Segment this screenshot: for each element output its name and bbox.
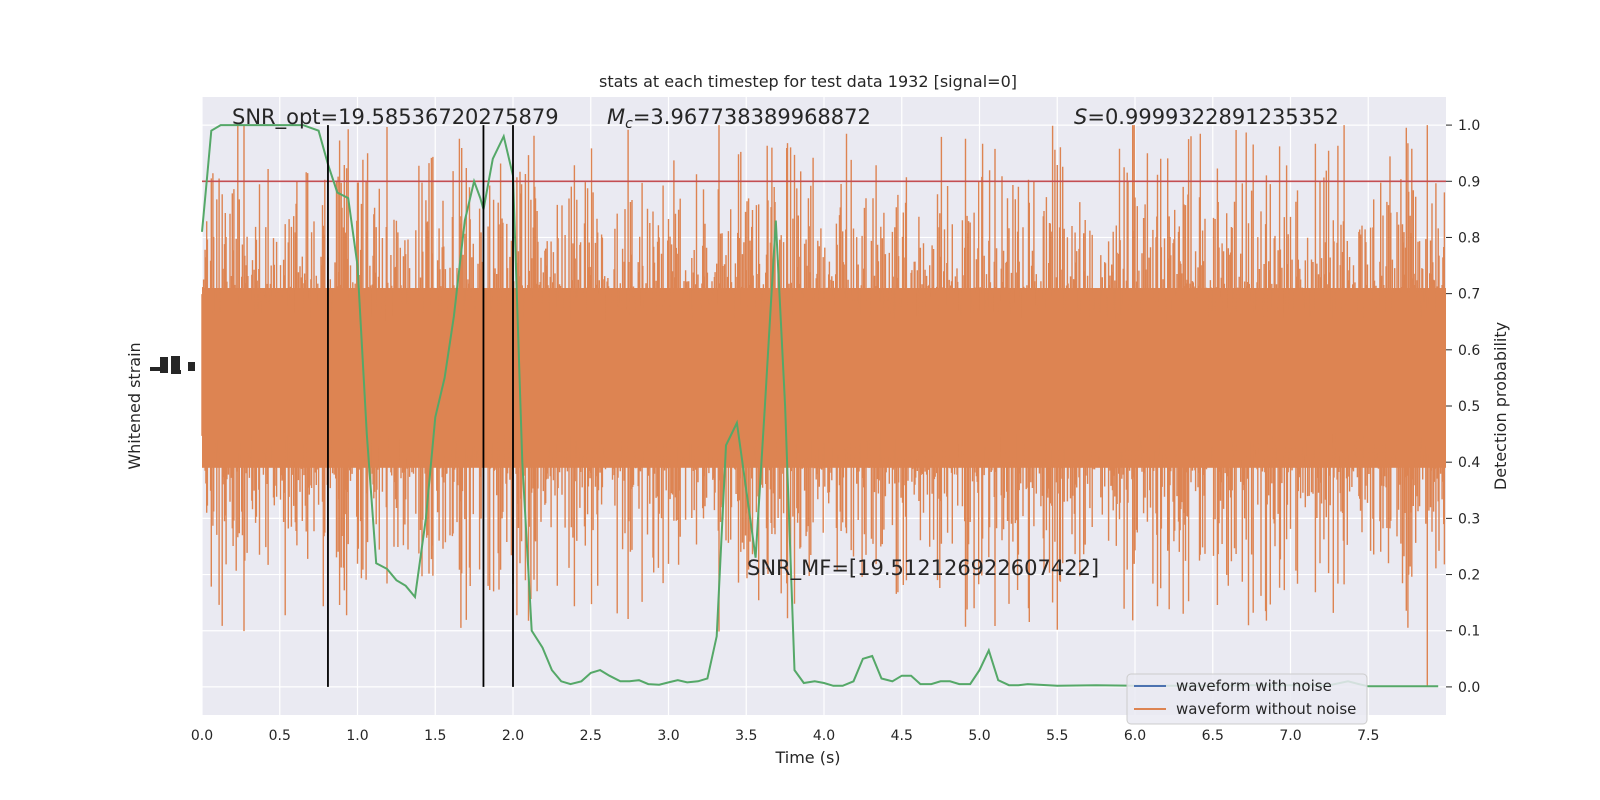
s-annotation: S=0.9999322891235352 [1074,105,1339,129]
x-tick-label: 4.5 [891,728,913,744]
y-tick-label: 0.0 [1458,680,1480,696]
y-tick-label: 0.9 [1458,174,1480,190]
x-tick-label: 7.0 [1279,728,1301,744]
chirp-mass-subscript: c [625,116,633,132]
y-tick-label: 0.2 [1458,568,1480,584]
y-tick-label: 0.5 [1458,399,1480,415]
snr-mf-annotation: SNR_MF=[19.512126922607422] [747,556,1099,581]
chirp-mass-annotation: Mc=3.967738389968872 [607,105,871,132]
x-tick-label: 5.0 [968,728,990,744]
x-tick-label: 1.5 [424,728,446,744]
legend-label-without-noise: waveform without noise [1176,700,1356,718]
detection-probability-line [201,124,1439,688]
s-value: =0.9999322891235352 [1087,105,1338,129]
y-tick-label: 1.0 [1458,118,1480,134]
legend-label-with-noise: waveform with noise [1176,677,1332,695]
left-axis-tick-cluster [150,356,195,374]
s-symbol: S [1074,105,1087,129]
y-tick-label: 0.1 [1458,624,1480,640]
y-tick-label: 0.4 [1458,455,1480,471]
chirp-mass-value: =3.967738389968872 [633,105,871,129]
noise-spikes [201,125,1446,687]
x-tick-label: 7.5 [1357,728,1379,744]
y-left-axis-label: Whitened strain [125,342,144,469]
x-tick-label: 3.5 [735,728,757,744]
x-tick-label: 2.5 [580,728,602,744]
vertical-markers [327,125,514,687]
x-tick-label: 5.5 [1046,728,1068,744]
y-tick-label: 0.3 [1458,511,1480,527]
chirp-mass-symbol: M [607,105,625,129]
x-axis-ticks: 0.0 0.5 1.0 1.5 2.0 2.5 3.0 3.5 4.0 4.5 5.0 5.5 6.0 6… [191,728,1380,744]
x-tick-label: 1.0 [346,728,368,744]
y-tick-label: 0.8 [1458,230,1480,246]
chart-title: stats at each timestep for test data 193… [599,72,1017,91]
x-tick-label: 0.0 [191,728,213,744]
y-tick-label: 0.6 [1458,343,1480,359]
snr-opt-annotation: SNR_opt=19.58536720275879 [232,105,559,130]
detection-probability-series [201,124,1439,688]
y-right-axis-ticks: 0.0 0.1 0.2 0.3 0.4 0.5 0.6 0.7 0.8 0.9 1.0 [1446,118,1480,696]
x-tick-label: 6.0 [1124,728,1146,744]
x-tick-label: 0.5 [269,728,291,744]
x-tick-label: 3.0 [657,728,679,744]
x-tick-label: 6.5 [1202,728,1224,744]
x-tick-label: 4.0 [813,728,835,744]
x-axis-label: Time (s) [774,748,840,767]
legend: waveform with noise waveform without noi… [1126,673,1368,725]
y-tick-label: 0.7 [1458,287,1480,303]
y-right-axis-label: Detection probability [1491,322,1510,490]
waveform-without-noise-series [201,125,1446,687]
x-tick-label: 2.0 [502,728,524,744]
